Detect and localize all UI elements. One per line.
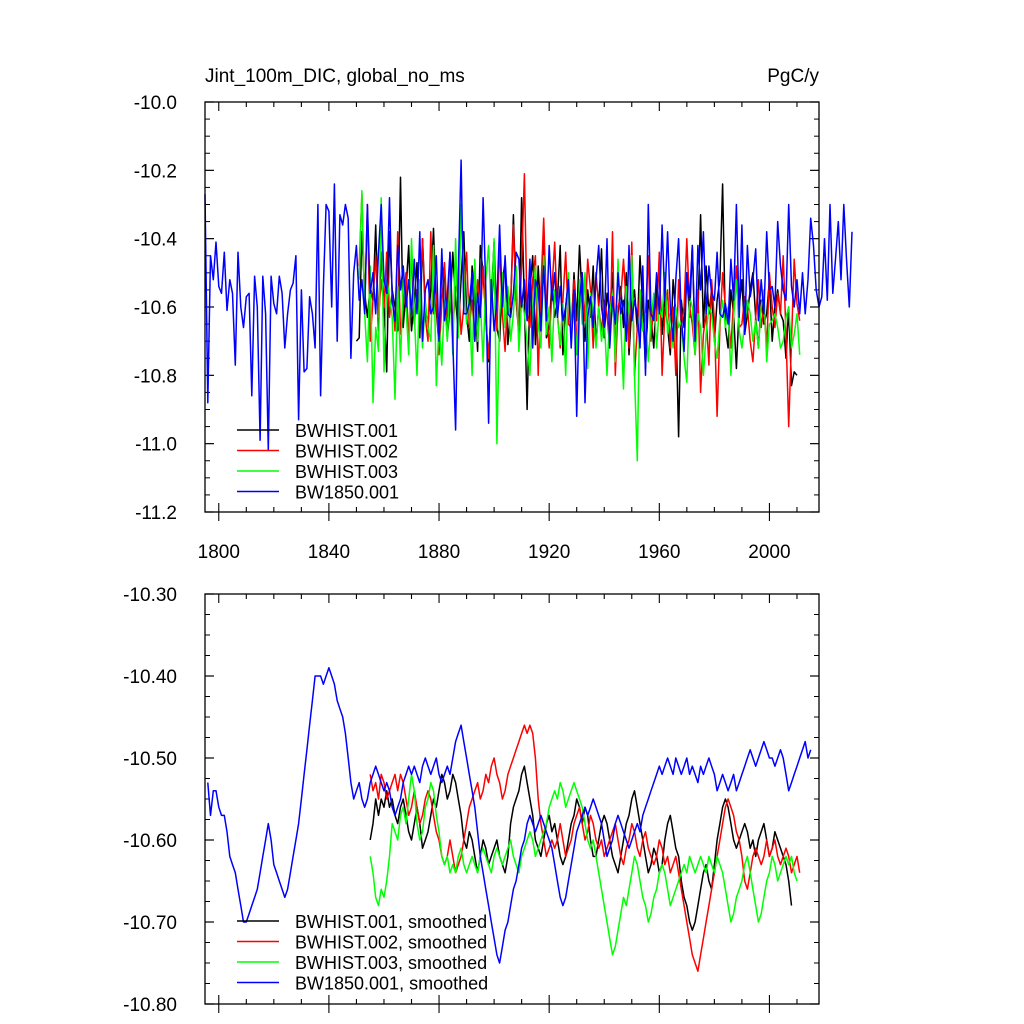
bottom-series-lines: [207, 667, 812, 972]
legend-label: BW1850.001, smoothed: [295, 974, 488, 994]
x-tick-label: 1960: [638, 542, 680, 563]
y-tick-label: -10.4: [134, 230, 178, 251]
series-line-BWHIST.003: [358, 190, 801, 462]
y-tick-label: -10.8: [134, 366, 177, 387]
y-tick-label: -10.80: [123, 995, 177, 1016]
top-panel: Jint_100m_DIC, global_no_ms PgC/y -10.0-…: [134, 66, 853, 563]
y-tick-label: -10.70: [123, 913, 177, 934]
y-tick-label: -11.2: [135, 503, 177, 524]
series-line-BWHIST.003: [369, 773, 798, 956]
x-tick-label: 1800: [198, 542, 240, 563]
top-plot-frame: [204, 101, 820, 513]
legend-label: BWHIST.001, smoothed: [295, 912, 487, 932]
top-panel-units: PgC/y: [767, 66, 819, 87]
x-tick-label: 2000: [748, 542, 790, 563]
y-tick-label: -10.40: [123, 667, 177, 688]
bottom-axes-ticks: -10.30 -10.40 -10.50 -10.60 -10.70 -10.80: [123, 585, 819, 1016]
y-tick-label: -10.2: [134, 161, 177, 182]
legend-label: BWHIST.001: [295, 421, 398, 441]
y-tick-label: -11.0: [135, 435, 177, 456]
x-tick-label: 1880: [418, 542, 460, 563]
bottom-panel: -10.30 -10.40 -10.50 -10.60 -10.70 -10.80 BWH…: [123, 585, 820, 1016]
legend-label: BWHIST.003: [295, 462, 398, 482]
series-line-BW1850.001: [204, 159, 853, 452]
y-tick-label: -10.60: [123, 831, 177, 852]
top-series-lines: [204, 159, 853, 462]
top-panel-title: Jint_100m_DIC, global_no_ms: [205, 66, 465, 87]
legend-label: BWHIST.003, smoothed: [295, 953, 487, 973]
legend-label: BWHIST.002: [295, 442, 398, 462]
x-tick-label: 1920: [528, 542, 570, 563]
series-line-BW1850.001: [207, 667, 812, 964]
x-tick-label: 1840: [308, 542, 350, 563]
y-tick-label: -10.50: [123, 749, 177, 770]
legend-label: BWHIST.002, smoothed: [295, 933, 487, 953]
y-tick-label: -10.30: [123, 585, 177, 606]
bottom-plot-frame: [204, 593, 820, 1005]
legend-label: BW1850.001: [295, 483, 399, 503]
y-tick-label: -10.6: [134, 298, 177, 319]
y-tick-label: -10.0: [134, 93, 177, 114]
top-axes-ticks: -10.0 -10.2 -10.4 -10.6 -10.8 -11.0 -11.2 1800 1…: [134, 93, 819, 563]
